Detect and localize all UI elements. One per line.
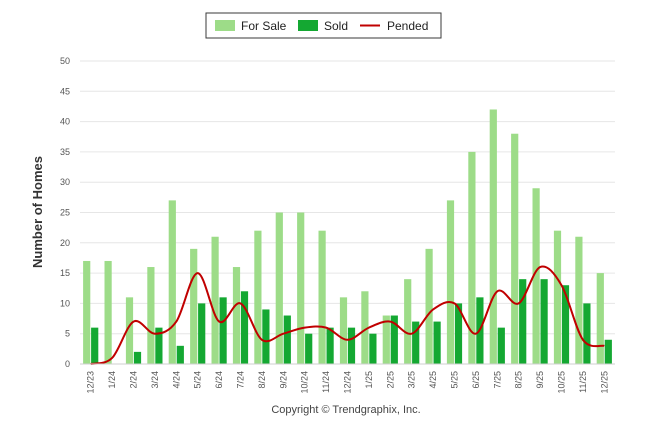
bar-for-sale <box>575 236 583 364</box>
x-tick-label: 5/25 <box>450 371 460 389</box>
y-tick-label: 25 <box>60 208 70 218</box>
x-tick-label: 1/25 <box>364 371 374 389</box>
bar-sold <box>412 321 420 364</box>
bar-sold <box>497 327 505 364</box>
bar-for-sale <box>275 212 283 364</box>
bar-for-sale <box>104 260 112 364</box>
bar-sold <box>262 309 270 364</box>
bar-for-sale <box>147 267 155 364</box>
bar-for-sale <box>297 212 305 364</box>
x-tick-label: 7/25 <box>492 371 502 389</box>
y-tick-label: 30 <box>60 177 70 187</box>
y-axis-ticks: 0 5 10 15 20 25 30 35 40 45 50 <box>60 56 70 369</box>
y-tick-label: 50 <box>60 56 70 66</box>
series-for-sale <box>83 109 604 364</box>
y-tick-label: 45 <box>60 86 70 96</box>
bar-sold <box>433 321 441 364</box>
x-tick-label: 4/25 <box>428 371 438 389</box>
legend-swatch-sold <box>298 20 318 31</box>
bar-sold <box>133 351 142 364</box>
x-tick-label: 1/24 <box>107 371 117 389</box>
x-axis-ticks: 12/23 1/24 2/24 3/24 4/24 5/24 6/24 7/24 8/24 9/2… <box>86 371 610 394</box>
bar-sold <box>390 315 398 364</box>
bar-sold <box>240 291 249 364</box>
bar-for-sale <box>511 133 519 364</box>
bar-for-sale <box>232 267 241 364</box>
y-tick-label: 35 <box>60 147 70 157</box>
legend-box <box>205 12 442 39</box>
bar-for-sale <box>489 109 497 364</box>
x-tick-label: 4/24 <box>171 371 181 389</box>
x-tick-label: 10/24 <box>300 371 310 394</box>
x-tick-label: 9/24 <box>278 371 288 389</box>
legend: For Sale Sold Pended <box>205 12 442 39</box>
y-tick-label: 15 <box>60 268 70 278</box>
bar-for-sale <box>425 248 433 364</box>
x-tick-label: 8/25 <box>514 371 524 389</box>
bar-for-sale <box>125 297 134 364</box>
bar-sold <box>91 327 99 364</box>
y-tick-label: 0 <box>65 359 70 369</box>
x-tick-label: 6/25 <box>471 371 481 389</box>
bar-sold <box>347 327 356 364</box>
x-tick-label: 10/25 <box>557 371 567 394</box>
bar-for-sale <box>553 230 562 364</box>
y-tick-label: 10 <box>60 298 70 308</box>
legend-label-pended: Pended <box>387 19 428 33</box>
x-tick-label: 2/25 <box>385 371 395 389</box>
y-axis-label: Number of Homes <box>30 156 45 268</box>
bar-for-sale <box>168 200 176 364</box>
y-tick-label: 5 <box>65 329 70 339</box>
bar-sold <box>604 339 612 364</box>
series-pended <box>90 265 605 365</box>
x-tick-label: 3/25 <box>407 371 417 389</box>
x-tick-label: 12/24 <box>343 371 353 394</box>
bar-sold <box>219 297 227 364</box>
legend-label-sold: Sold <box>324 19 348 33</box>
bar-sold <box>561 285 570 364</box>
x-tick-label: 7/24 <box>236 371 246 389</box>
y-tick-label: 20 <box>60 238 70 248</box>
line-pended <box>90 265 605 365</box>
bar-sold <box>540 279 548 364</box>
bar-for-sale <box>596 273 604 364</box>
x-tick-label: 11/24 <box>321 371 331 393</box>
legend-label-for-sale: For Sale <box>241 19 287 33</box>
bar-for-sale <box>190 248 198 364</box>
copyright-text: Copyright © Trendgraphix, Inc. <box>271 404 420 416</box>
bar-sold <box>454 303 463 364</box>
x-tick-label: 5/24 <box>193 371 203 389</box>
x-tick-label: 6/24 <box>214 371 224 389</box>
bar-sold <box>155 327 163 364</box>
bar-sold <box>305 333 313 364</box>
legend-swatch-for-sale <box>215 20 235 31</box>
x-tick-label: 11/25 <box>578 371 588 393</box>
x-tick-label: 9/25 <box>535 371 545 389</box>
y-tick-label: 40 <box>60 117 70 127</box>
bar-for-sale <box>382 315 390 364</box>
bar-sold <box>176 345 184 364</box>
x-tick-label: 2/24 <box>129 371 139 389</box>
bar-for-sale <box>318 230 326 364</box>
bar-for-sale <box>254 230 262 364</box>
x-tick-label: 3/24 <box>150 371 160 389</box>
bar-sold <box>326 327 334 364</box>
bar-sold <box>519 279 527 364</box>
bar-for-sale <box>446 200 455 364</box>
bar-sold <box>283 315 291 364</box>
bar-sold <box>583 303 591 364</box>
x-tick-label: 8/24 <box>257 371 267 389</box>
bar-for-sale <box>468 151 476 364</box>
bar-for-sale <box>83 260 91 364</box>
bar-sold <box>198 303 206 364</box>
bar-for-sale <box>211 236 219 364</box>
x-tick-label: 12/23 <box>86 371 96 394</box>
bar-for-sale <box>339 297 348 364</box>
x-tick-label: 12/25 <box>599 371 609 394</box>
bar-for-sale <box>532 188 540 364</box>
bar-for-sale <box>404 279 412 364</box>
bar-for-sale <box>361 291 369 364</box>
bar-sold <box>369 333 377 364</box>
